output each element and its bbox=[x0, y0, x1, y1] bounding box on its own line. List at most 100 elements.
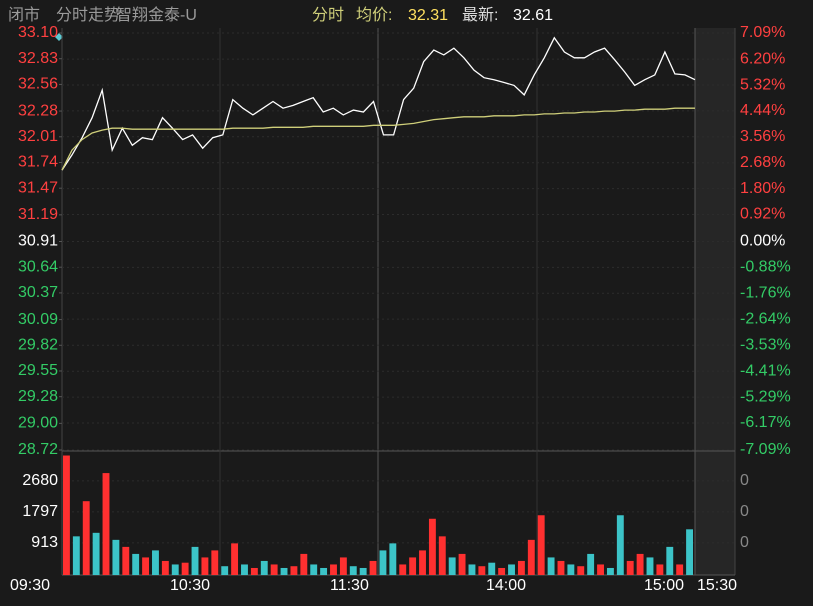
volume-bar bbox=[676, 564, 684, 575]
volume-bar bbox=[72, 536, 80, 575]
price-line bbox=[61, 107, 695, 171]
volume-bar bbox=[310, 564, 318, 575]
volume-bar bbox=[399, 564, 407, 575]
volume-bar bbox=[379, 550, 387, 575]
volume-bar bbox=[112, 539, 120, 575]
y-tick-label: 29.28 bbox=[18, 388, 58, 405]
after-hours-zone bbox=[695, 28, 735, 575]
volume-bar bbox=[597, 564, 604, 575]
volume-bar bbox=[419, 550, 426, 575]
volume-bar bbox=[438, 536, 446, 575]
volume-bar bbox=[211, 550, 219, 575]
volume-bar bbox=[330, 564, 337, 575]
x-tick-label: 09:30 bbox=[10, 577, 50, 594]
volume-bar bbox=[626, 560, 634, 575]
y2-tick-label: -5.29% bbox=[740, 388, 791, 405]
avg-value: 32.31 bbox=[408, 7, 448, 24]
volume-bar bbox=[498, 567, 506, 575]
volume-bar bbox=[646, 557, 654, 575]
volume-bar bbox=[517, 560, 525, 575]
y-tick-label: 2680 bbox=[22, 472, 58, 489]
y2-tick-label: -0.88% bbox=[740, 259, 791, 276]
y2-tick-label: 3.56% bbox=[740, 128, 785, 145]
volume-bar bbox=[428, 518, 436, 575]
volume-bar bbox=[122, 546, 130, 575]
volume-bar bbox=[132, 553, 140, 575]
y-tick-label: 30.91 bbox=[18, 233, 58, 250]
y2-tick-label: 0.92% bbox=[740, 206, 785, 223]
y-tick-label: 33.10 bbox=[18, 24, 58, 41]
volume-bar bbox=[191, 546, 199, 575]
volume-bar bbox=[587, 553, 595, 575]
y-tick-label: 31.19 bbox=[18, 206, 58, 223]
y2-tick-label: 6.20% bbox=[740, 50, 785, 67]
status: 闭市 bbox=[8, 6, 40, 24]
y-tick-label: 30.09 bbox=[18, 311, 58, 328]
view: 分时走势 bbox=[56, 6, 120, 24]
y2-tick-label: -7.09% bbox=[740, 441, 791, 458]
y-tick-label: 32.28 bbox=[18, 102, 58, 119]
volume-bar bbox=[448, 557, 456, 575]
volume-bar bbox=[280, 567, 288, 575]
volume-bar bbox=[557, 560, 565, 575]
y2-tick-label: 0 bbox=[740, 472, 749, 489]
volume-bar bbox=[527, 539, 535, 575]
latest-value: 32.61 bbox=[513, 7, 553, 24]
y-tick-label: 30.37 bbox=[18, 284, 58, 301]
y-tick-label: 30.64 bbox=[18, 258, 58, 275]
volume-bar bbox=[161, 560, 169, 575]
volume-bar bbox=[231, 543, 239, 575]
volume-bar bbox=[92, 532, 100, 575]
y-tick-label: 29.00 bbox=[18, 415, 58, 432]
volume-bar bbox=[567, 564, 575, 575]
stock-name: 智翔金泰-U bbox=[116, 6, 197, 24]
volume-bar bbox=[537, 515, 545, 575]
volume-bar bbox=[359, 567, 367, 575]
y-tick-label: 29.82 bbox=[18, 336, 58, 353]
volume-bar bbox=[508, 564, 515, 575]
x-tick-label: 15:00 bbox=[644, 577, 684, 594]
volume-bar bbox=[290, 566, 298, 575]
volume-bar bbox=[241, 564, 248, 575]
volume-bar bbox=[369, 560, 377, 575]
latest-label: 最新: bbox=[462, 6, 498, 24]
volume-bar bbox=[349, 566, 357, 575]
marker bbox=[55, 33, 63, 41]
volume-bar bbox=[666, 546, 674, 575]
volume-bar bbox=[636, 553, 644, 575]
volume-bar bbox=[260, 560, 268, 575]
volume-bar bbox=[270, 564, 278, 575]
y2-tick-label: 1.80% bbox=[740, 180, 785, 197]
volume-bar bbox=[686, 529, 693, 575]
volume-bar bbox=[458, 553, 466, 575]
y2-tick-label: 0.00% bbox=[740, 233, 785, 250]
y2-tick-label: -3.53% bbox=[740, 337, 791, 354]
volume-bar bbox=[577, 566, 585, 575]
volume-bar bbox=[250, 567, 258, 575]
y2-tick-label: 0 bbox=[740, 503, 749, 520]
volume-bar bbox=[409, 557, 417, 575]
avg-label: 均价: bbox=[356, 6, 392, 24]
y-tick-label: 913 bbox=[31, 534, 58, 551]
volume-bar bbox=[616, 515, 624, 575]
y2-tick-label: -2.64% bbox=[740, 310, 791, 327]
volume-bar bbox=[339, 557, 347, 575]
y-tick-label: 32.01 bbox=[18, 128, 58, 145]
volume-bar bbox=[320, 567, 328, 575]
y2-tick-label: 2.68% bbox=[740, 154, 785, 171]
price-line bbox=[61, 36, 696, 171]
volume-bar bbox=[82, 501, 90, 575]
volume-bar bbox=[171, 564, 179, 575]
y2-tick-label: 7.09% bbox=[740, 24, 785, 41]
volume-bar bbox=[478, 566, 486, 575]
mode: 分时 bbox=[312, 6, 344, 24]
y2-tick-label: -6.17% bbox=[740, 414, 791, 431]
volume-bar bbox=[300, 553, 308, 575]
volume-bar bbox=[221, 566, 229, 575]
y-tick-label: 31.74 bbox=[18, 154, 58, 171]
y-tick-label: 28.72 bbox=[18, 441, 58, 458]
y-tick-label: 31.47 bbox=[18, 179, 58, 196]
volume-bar bbox=[152, 550, 159, 575]
volume-bar bbox=[389, 543, 397, 575]
